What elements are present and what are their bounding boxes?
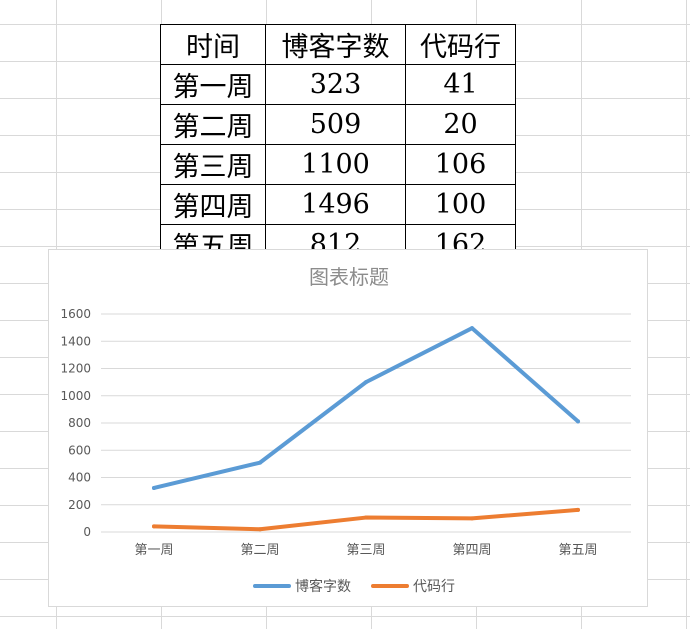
table-header-cell[interactable]: 代码行	[405, 24, 516, 65]
table-cell[interactable]: 第一周	[160, 64, 266, 105]
chart-title[interactable]: 图表标题	[309, 265, 389, 289]
table-header-row: 时间 博客字数 代码行	[160, 24, 516, 65]
x-tick-label: 第四周	[452, 543, 491, 558]
series-point-2	[576, 507, 580, 512]
series-point-1	[576, 419, 580, 424]
series-point-2	[470, 516, 474, 521]
legend-label-2[interactable]: 代码行	[413, 579, 455, 595]
y-tick-label: 400	[68, 471, 91, 485]
y-tick-label: 0	[83, 525, 91, 539]
series-line-1[interactable]	[152, 326, 580, 490]
table-row: 第三周 1100 106	[160, 144, 516, 185]
table-cell[interactable]: 509	[265, 104, 406, 145]
table-cell[interactable]: 323	[265, 64, 406, 105]
series-point-2	[152, 524, 156, 529]
chart-canvas: 图表标题 0 200 400 600 800 1000 1200 1400 1600 第一周 第二周 第…	[60, 265, 631, 595]
y-tick-label: 1600	[60, 307, 91, 321]
table-row: 第二周 509 20	[160, 104, 516, 145]
table-cell[interactable]: 第四周	[160, 184, 266, 225]
series-point-1	[364, 380, 368, 385]
series-line-2[interactable]	[152, 507, 580, 532]
table-row: 第四周 1496 100	[160, 184, 516, 225]
data-table: 时间 博客字数 代码行 第一周 323 41 第二周 509 20 第三周 11…	[160, 24, 516, 265]
y-tick-label: 200	[68, 498, 91, 512]
series-point-1	[152, 485, 156, 490]
table-header-cell[interactable]: 博客字数	[265, 24, 406, 65]
series-point-1	[258, 460, 262, 465]
table-cell[interactable]: 100	[405, 184, 516, 225]
table-row: 第一周 323 41	[160, 64, 516, 105]
table-cell[interactable]: 106	[405, 144, 516, 185]
series-point-2	[258, 527, 262, 532]
y-tick-label: 800	[68, 416, 91, 430]
table-cell[interactable]: 20	[405, 104, 516, 145]
y-tick-label: 600	[68, 443, 91, 457]
y-tick-label: 1200	[60, 362, 91, 376]
series-point-1	[470, 326, 474, 331]
table-cell[interactable]: 1496	[265, 184, 406, 225]
x-tick-label: 第五周	[558, 543, 597, 558]
line-chart[interactable]: 图表标题 0 200 400 600 800 1000 1200 1400 1600 第一周 第二周 第…	[48, 249, 648, 607]
table-cell[interactable]: 1100	[265, 144, 406, 185]
table-cell[interactable]: 第三周	[160, 144, 266, 185]
x-tick-label: 第一周	[134, 543, 173, 558]
table-cell[interactable]: 41	[405, 64, 516, 105]
legend-label-1[interactable]: 博客字数	[295, 578, 351, 595]
y-tick-label: 1400	[60, 334, 91, 348]
table-cell[interactable]: 第二周	[160, 104, 266, 145]
series-point-2	[364, 515, 368, 520]
x-tick-label: 第二周	[240, 543, 279, 558]
table-header-cell[interactable]: 时间	[160, 24, 266, 65]
y-tick-label: 1000	[60, 389, 91, 403]
x-tick-label: 第三周	[346, 543, 385, 558]
